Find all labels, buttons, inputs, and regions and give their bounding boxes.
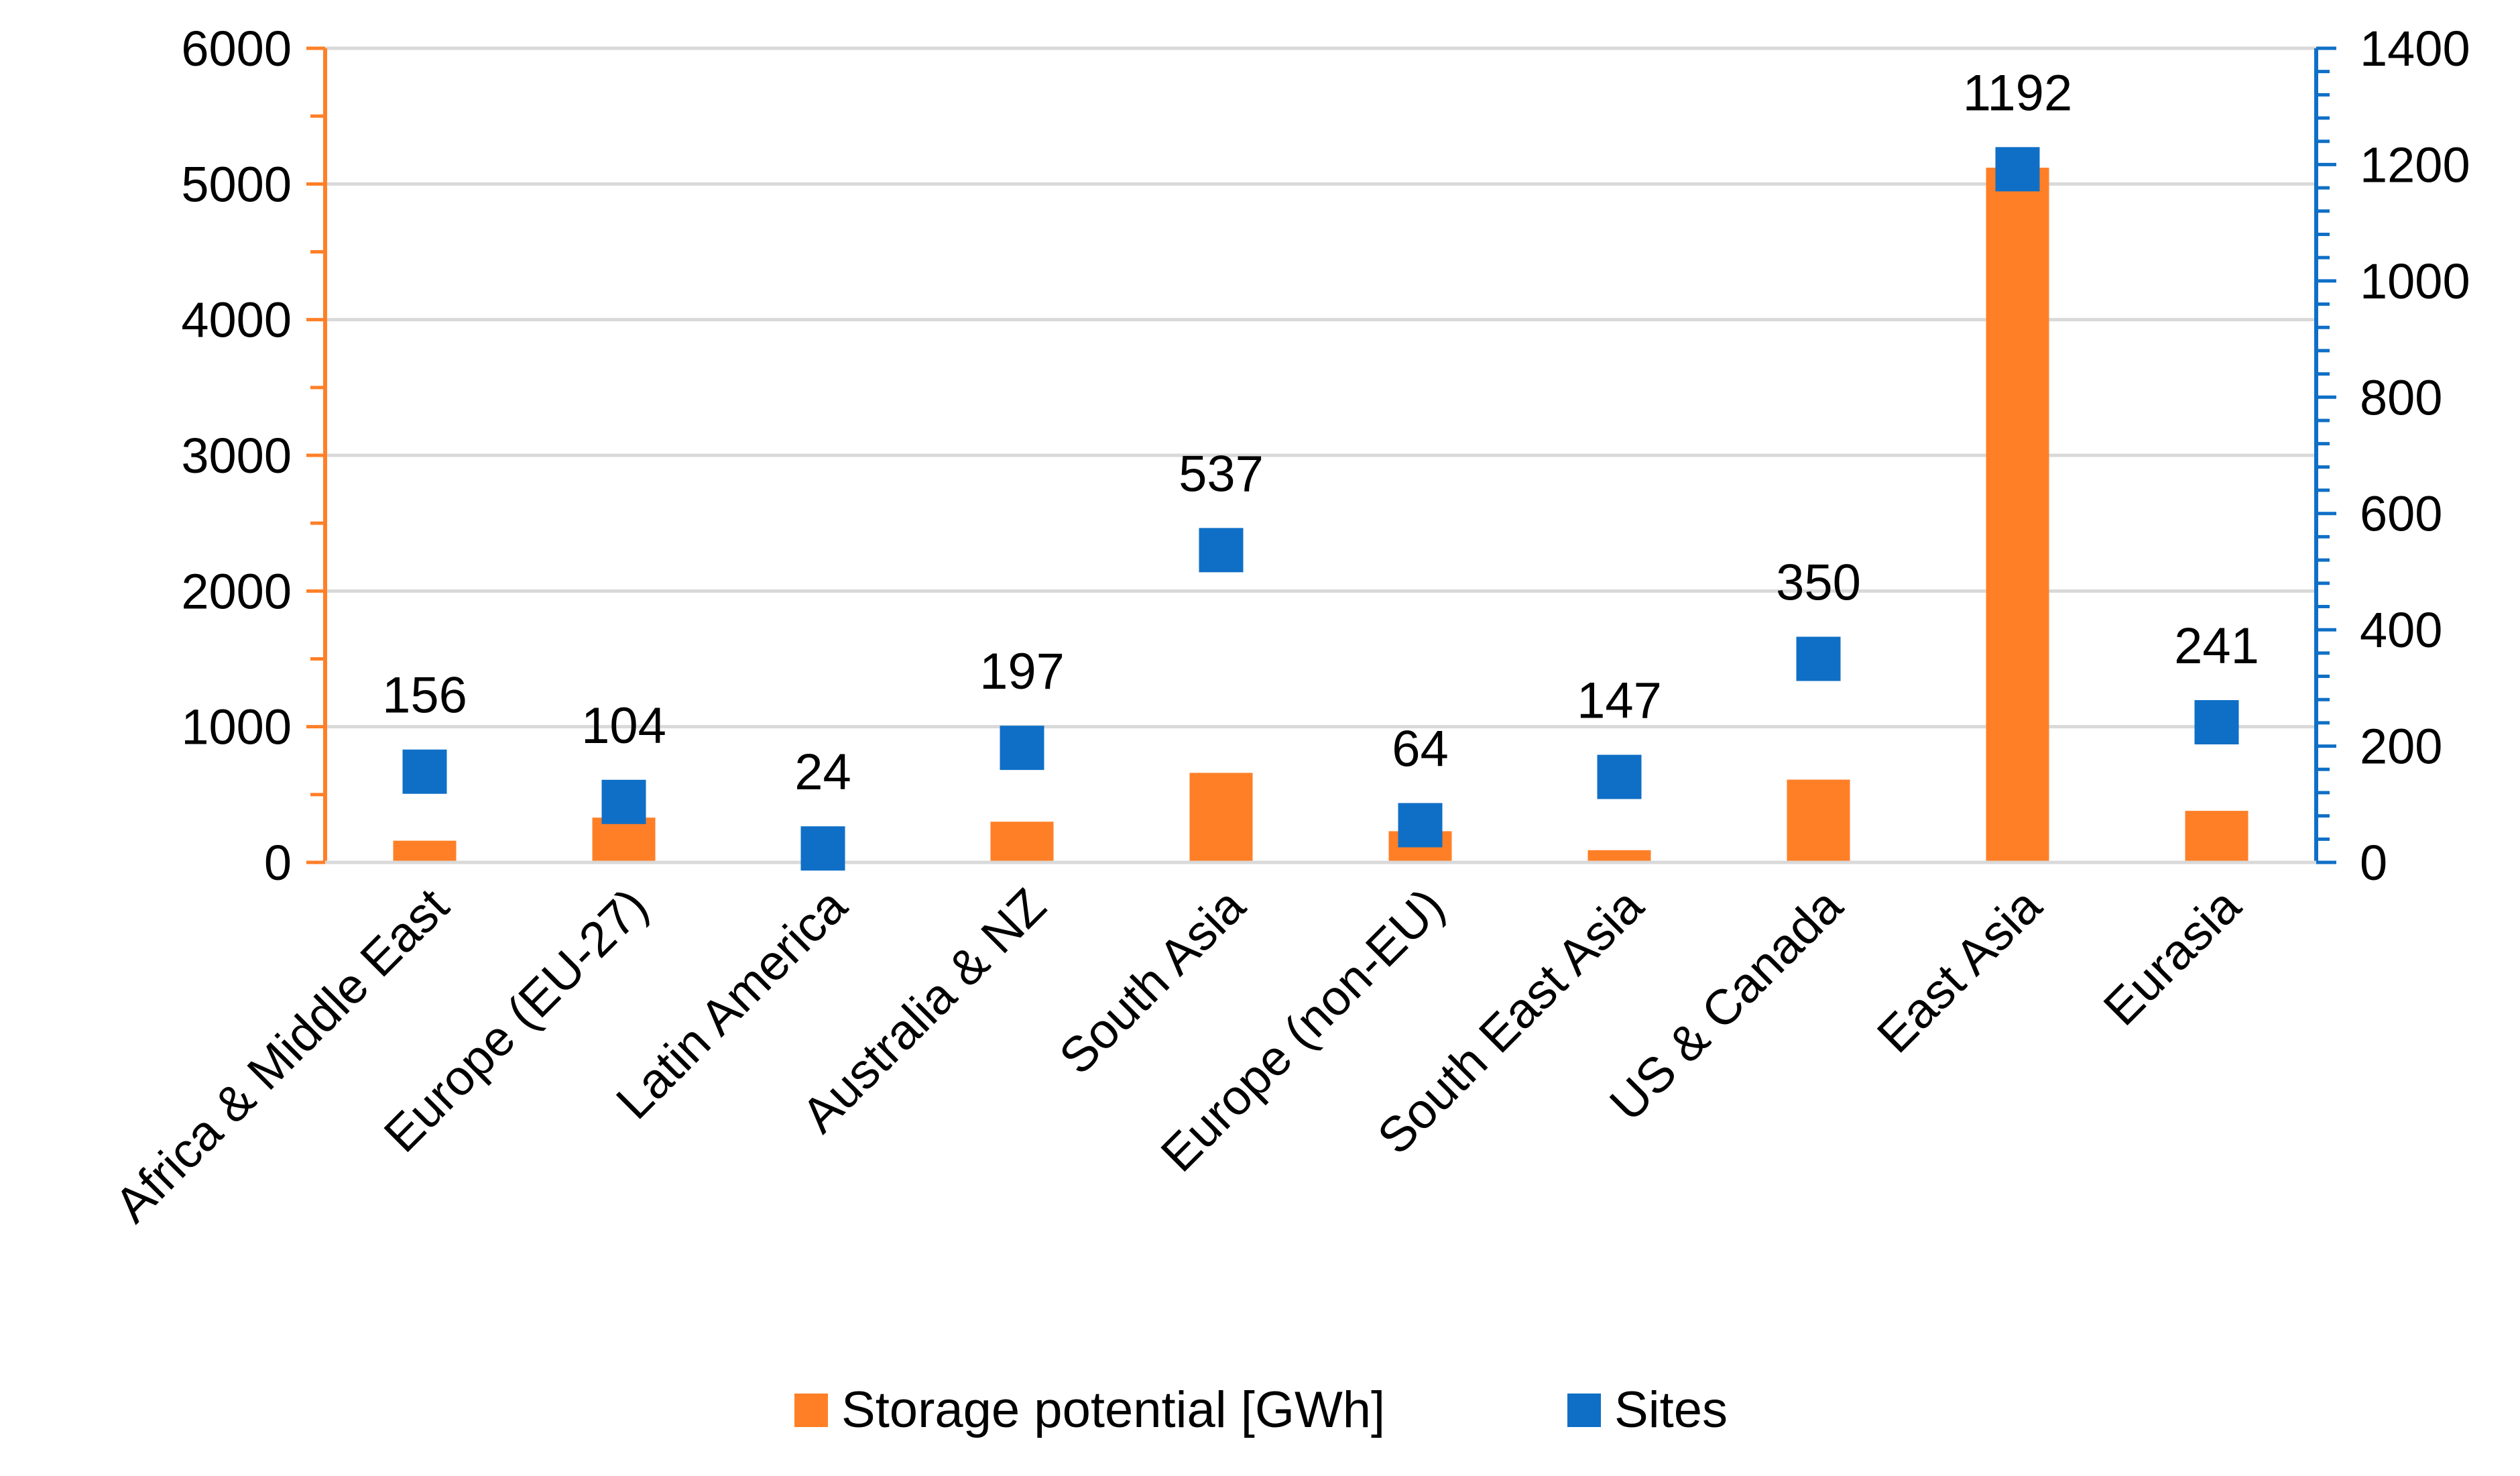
data-label-4: 537 [1179, 445, 1264, 502]
marker-0 [402, 749, 447, 794]
marker-9 [2194, 700, 2239, 745]
scatter-series-sites [402, 147, 2239, 871]
right-axis-tick-label: 400 [2360, 602, 2442, 658]
marker-8 [1995, 147, 2040, 192]
left-y-axis: 0 1000 2000 3000 4000 5000 6000 [181, 21, 327, 891]
bar-8 [1986, 168, 2049, 862]
bar-4 [1189, 773, 1253, 862]
data-label-7: 350 [1776, 555, 1861, 612]
marker-2 [800, 826, 845, 871]
right-y-axis: 0 200 400 600 800 1000 1200 1400 [2314, 21, 2470, 891]
left-axis-tick-label: 4000 [181, 292, 292, 348]
data-label-0: 156 [382, 667, 467, 724]
right-axis-tick-label: 1200 [2360, 137, 2470, 192]
marker-3 [1000, 726, 1044, 771]
gridlines [325, 46, 2316, 729]
right-axis-tick-label: 1000 [2360, 253, 2470, 309]
data-label-2: 24 [794, 744, 851, 801]
marker-6 [1597, 754, 1642, 799]
right-axis-tick-label: 200 [2360, 719, 2442, 775]
right-axis-tick-label: 0 [2360, 835, 2387, 891]
data-label-1: 104 [581, 697, 666, 754]
bar-series-storage-potential [393, 168, 2248, 862]
left-axis-tick-label: 5000 [181, 156, 292, 212]
left-axis-tick-label: 1000 [181, 699, 292, 755]
legend-swatch-storage-potential [794, 1394, 828, 1427]
data-label-6: 147 [1577, 673, 1662, 730]
bar-1 [592, 817, 656, 862]
right-axis-tick-label: 800 [2360, 370, 2442, 425]
data-label-9: 241 [2174, 618, 2259, 675]
data-label-3: 197 [979, 643, 1065, 700]
legend: Storage potential [GWh] Sites [794, 1381, 1728, 1438]
left-axis-tick-label: 2000 [181, 563, 292, 619]
marker-7 [1796, 636, 1841, 681]
left-axis-tick-label: 3000 [181, 428, 292, 484]
data-label-5: 64 [1392, 721, 1449, 778]
bar-7 [1787, 779, 1850, 862]
bar-0 [393, 840, 457, 862]
left-axis-tick-label: 0 [264, 835, 292, 891]
bar-6 [1587, 850, 1651, 862]
bar-9 [2185, 811, 2248, 862]
left-axis-tick-label: 6000 [181, 21, 292, 76]
legend-swatch-sites [1567, 1394, 1601, 1427]
bar-3 [990, 821, 1054, 862]
legend-label-storage-potential: Storage potential [GWh] [841, 1381, 1385, 1438]
marker-4 [1199, 528, 1244, 573]
data-labels: 156 104 24 197 537 64 147 350 1192 241 [382, 64, 2259, 801]
right-axis-tick-label: 600 [2360, 486, 2442, 542]
marker-1 [601, 779, 646, 824]
right-axis-tick-label: 1400 [2360, 21, 2470, 76]
legend-label-sites: Sites [1614, 1381, 1728, 1438]
marker-5 [1398, 803, 1443, 848]
data-label-8: 1192 [1963, 64, 2072, 121]
